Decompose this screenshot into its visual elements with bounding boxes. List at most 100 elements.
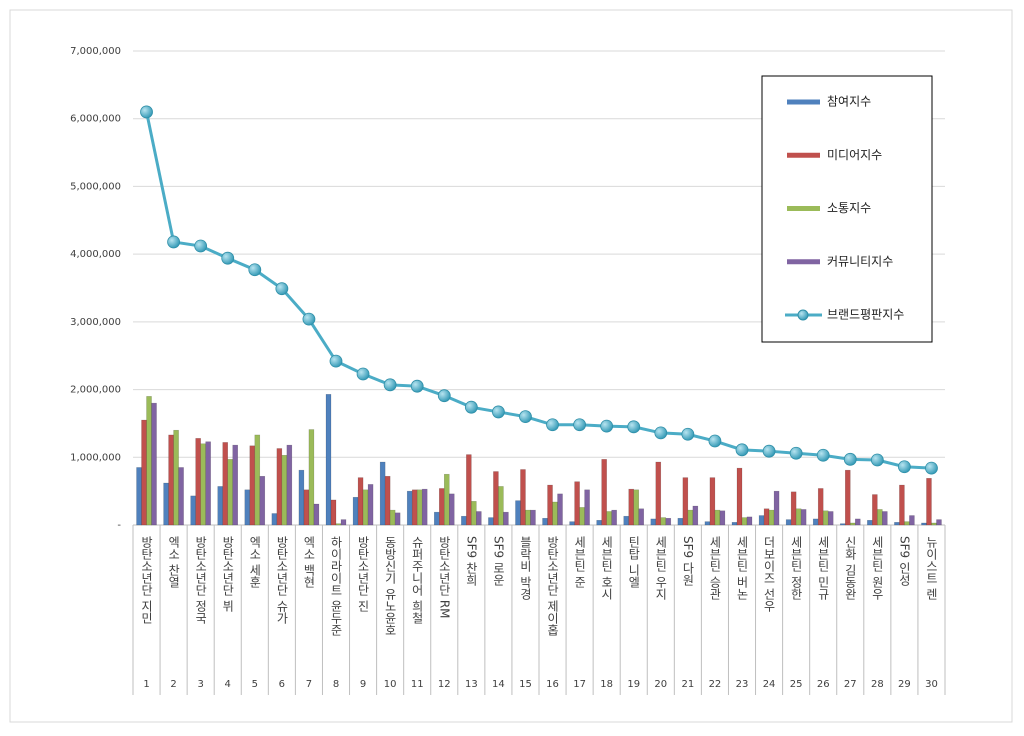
bar (227, 459, 233, 526)
marker (383, 378, 397, 392)
x-tick-label: 방탄소년단 정국 (194, 536, 208, 624)
x-tick-label: 엑소 백현 (302, 536, 316, 588)
x-tick-label: SF9 다원 (681, 536, 695, 586)
bar (763, 508, 770, 526)
x-tick-label: 방탄소년단 뷔 (221, 536, 235, 612)
rank-label: 22 (709, 679, 722, 690)
marker (898, 460, 911, 474)
bar (611, 509, 617, 526)
bar (677, 517, 684, 526)
rank-label: 21 (681, 679, 694, 690)
bar (872, 494, 878, 526)
bar (921, 522, 927, 526)
marker (654, 426, 668, 440)
bar (281, 455, 288, 526)
bar (151, 402, 157, 526)
bar (926, 478, 932, 526)
marker (735, 443, 749, 457)
bar (416, 489, 423, 526)
marker (519, 410, 532, 424)
bar (362, 489, 369, 526)
x-tick-label: 세븐틴 준 (573, 536, 587, 588)
legend-swatch (787, 99, 820, 105)
bar (768, 509, 775, 526)
bar (384, 475, 391, 526)
y-tick-label: 1,000,000 (70, 452, 121, 463)
x-tick-label: 신화 김동완 (843, 536, 857, 600)
bar (840, 523, 846, 526)
bar (936, 519, 942, 526)
legend-label: 참여지수 (827, 95, 871, 109)
bar (850, 522, 856, 526)
bar (855, 518, 861, 526)
bar (845, 469, 851, 526)
rank-label: 8 (333, 679, 339, 690)
x-tick-label: 세븐틴 우지 (654, 536, 668, 600)
x-tick-label: 뉴이스트 렌 (924, 536, 938, 600)
bar (655, 461, 662, 526)
bar (394, 512, 401, 526)
bar (746, 516, 753, 526)
bar (790, 491, 797, 526)
legend-swatch (787, 259, 820, 265)
bar (682, 477, 689, 526)
bar (709, 477, 716, 526)
bar (195, 438, 201, 526)
bar (352, 496, 359, 526)
x-tick-label: 방탄소년단 지민 (140, 536, 154, 624)
marker (681, 427, 695, 441)
bar (736, 467, 743, 526)
bar (547, 484, 553, 526)
marker (925, 461, 938, 475)
bar (525, 509, 531, 526)
rank-label: 1 (143, 679, 149, 690)
bar (222, 442, 228, 526)
marker (437, 389, 451, 403)
bar (877, 509, 883, 526)
bar (330, 499, 337, 526)
bar (557, 493, 563, 526)
x-tick-label: 방탄소년단 슈가 (275, 536, 289, 624)
x-tick-label: 슈퍼주니어 희철 (410, 536, 424, 624)
marker (356, 367, 370, 381)
marker (140, 105, 153, 119)
bar (520, 469, 526, 526)
x-tick-label: SF9 인성 (897, 536, 911, 586)
bar (758, 515, 765, 526)
bar (660, 517, 667, 526)
bar (574, 481, 580, 526)
rank-label: 30 (925, 679, 938, 690)
bar (476, 511, 482, 526)
y-tick-label: 2,000,000 (70, 385, 121, 396)
bar (633, 489, 639, 526)
marker (194, 239, 208, 253)
bar (173, 429, 179, 526)
legend-marker (797, 309, 809, 321)
x-tick-label: 세븐틴 민규 (816, 536, 830, 600)
bar (530, 509, 536, 526)
rank-label: 11 (411, 679, 424, 690)
bar (665, 517, 672, 526)
marker (464, 400, 478, 414)
y-tick-label: 3,000,000 (70, 317, 121, 328)
bar (741, 517, 748, 526)
y-tick-label: 4,000,000 (70, 249, 121, 260)
bar (471, 501, 477, 526)
y-tick-label: - (117, 520, 121, 531)
x-tick-label: 방탄소년단 제이홉 (546, 536, 560, 636)
x-tick-label: 엑소 세훈 (248, 536, 262, 588)
rank-label: 18 (600, 679, 613, 690)
rank-label: 16 (546, 679, 559, 690)
bar (276, 448, 283, 526)
bar (244, 489, 251, 526)
marker (275, 282, 289, 296)
marker (789, 446, 803, 460)
x-tick-label: 방탄소년단 RM (437, 536, 451, 619)
marker (329, 354, 343, 368)
bar (439, 488, 445, 526)
marker (600, 419, 614, 433)
bar (882, 511, 888, 526)
rank-label: 24 (763, 679, 776, 690)
rank-label: 10 (384, 679, 397, 690)
